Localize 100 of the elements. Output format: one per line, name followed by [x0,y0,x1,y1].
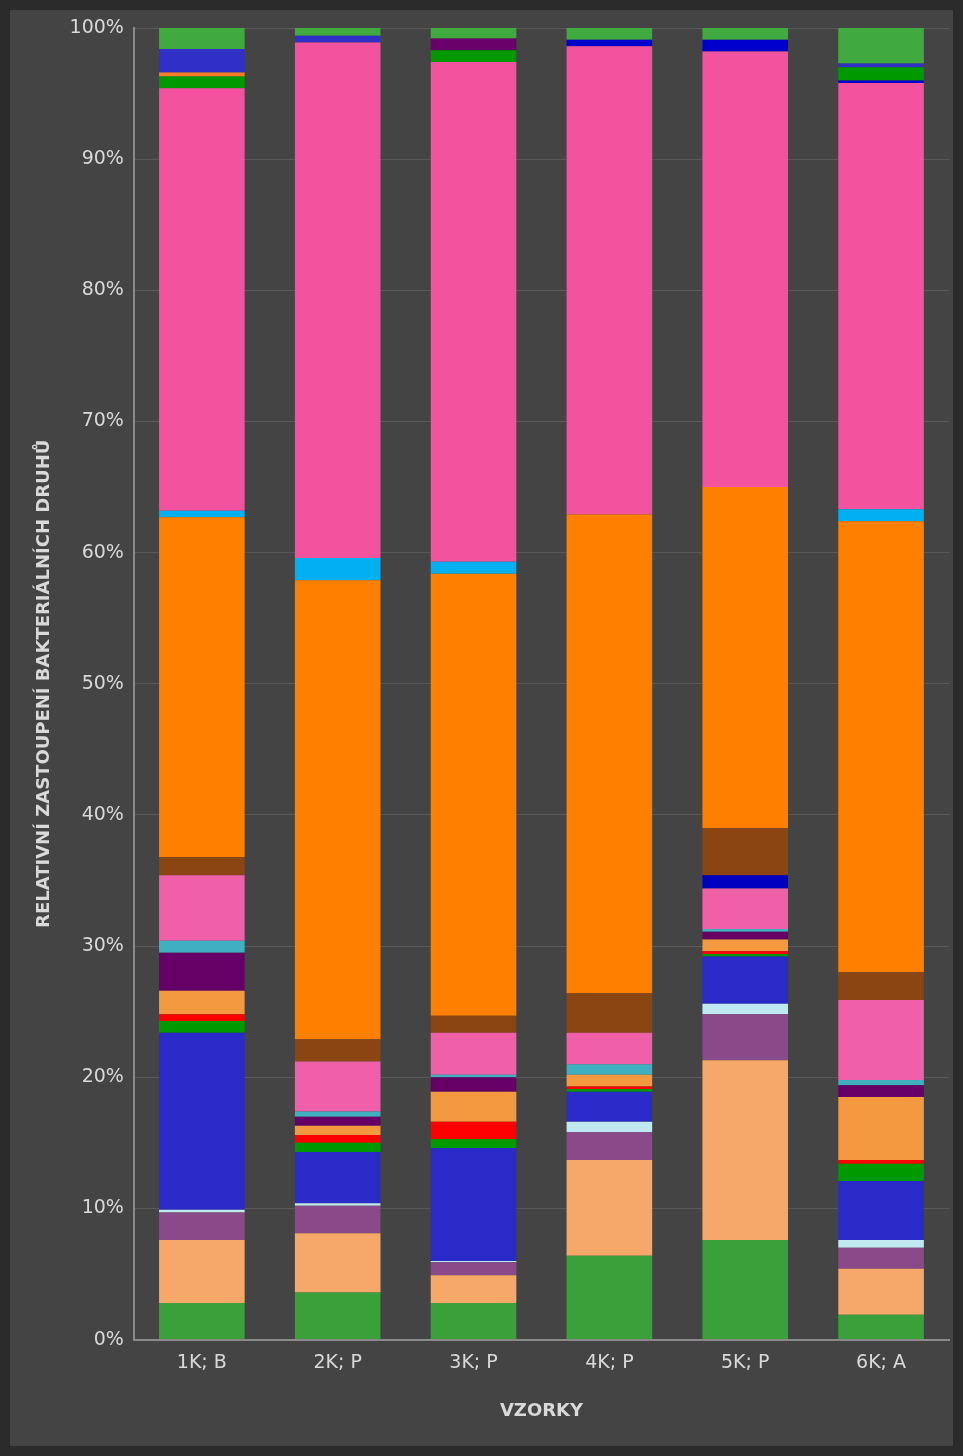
bar [430,1138,517,1149]
y-tick-label: 20% [81,1064,124,1087]
y-tick-label: 50% [81,670,124,693]
bar [159,1302,245,1340]
bar [566,39,653,47]
bar [702,1014,789,1061]
bar [159,48,245,73]
bar [702,931,789,940]
bar [430,1148,517,1261]
bar [430,561,517,574]
bar [294,1039,381,1062]
bar [159,875,245,941]
bar [294,1125,381,1135]
bar [702,875,789,889]
bar [294,42,381,558]
bar [702,39,789,52]
bar [566,1032,653,1065]
bar [294,1061,381,1112]
bar [566,1064,653,1075]
bar [294,28,381,36]
bar [159,856,245,876]
bar [159,1032,245,1210]
bar [838,83,924,510]
bar [430,1302,517,1340]
bar [430,38,517,51]
bar [430,50,517,63]
bar [702,51,789,488]
bar [838,1180,924,1240]
bar [430,1015,517,1033]
bar [566,1159,653,1256]
bar [430,1262,517,1276]
x-tick-label: 2K; P [313,1349,362,1372]
bar [159,1239,245,1303]
y-tick-label: 30% [81,933,124,956]
bar [566,46,653,515]
bar [838,1239,924,1248]
bar [430,1077,517,1092]
x-axis-title: VZORKY [499,1398,584,1420]
bar [294,557,381,581]
bar [294,1205,381,1234]
bar [430,1121,517,1139]
bar [430,62,517,562]
bar [838,28,924,64]
bar [159,28,245,49]
y-tick-label: 100% [69,14,124,37]
bar [159,1212,245,1240]
y-tick-label: 80% [81,277,124,300]
bar [159,72,245,77]
bar [294,1292,381,1340]
bar [566,28,653,40]
bar [702,28,789,40]
x-tick-label: 3K; P [449,1349,498,1372]
bar [294,1203,381,1206]
bar [838,67,924,81]
bar [838,63,924,68]
y-tick-label: 70% [81,408,124,431]
bar [159,1014,245,1021]
bar [838,972,924,1000]
bar [159,88,245,511]
y-tick-label: 60% [81,539,124,562]
bar [702,929,789,932]
bar [430,573,517,1016]
y-tick-label: 10% [81,1195,124,1218]
bar [702,1060,789,1240]
x-tick-label: 5K; P [721,1349,770,1372]
bar [430,1032,517,1075]
bar [294,580,381,1040]
x-tick-label: 4K; P [585,1349,634,1372]
y-axis-title: RELATIVNÍ ZASTOUPENÍ BAKTERIÁLNÍCH DRUHŮ [31,439,54,928]
bar [294,1116,381,1126]
y-tick-label: 90% [81,146,124,169]
y-tick-label: 40% [81,801,124,824]
bar [294,1111,381,1117]
x-tick-label: 1K; B [176,1349,227,1372]
bar [838,1159,924,1164]
bar [838,1096,924,1160]
x-tick-label: 6K; A [856,1349,907,1372]
bar [838,1247,924,1269]
bar [566,1121,653,1133]
bar [566,1132,653,1160]
bar [159,952,245,991]
bar [838,1163,924,1181]
bar [702,828,789,876]
bar [702,487,789,829]
bar [702,939,789,952]
bar [838,509,924,522]
bar [566,1074,653,1087]
bar [294,1134,381,1143]
bar [838,999,924,1080]
bar [838,1314,924,1340]
bar [159,1020,245,1033]
bar [566,1091,653,1122]
bar [430,1091,517,1122]
bar [430,1275,517,1303]
bar [838,1268,924,1315]
bar [294,1152,381,1204]
bar [702,1239,789,1340]
bar [838,1085,924,1097]
bar [566,993,653,1033]
bar [838,521,924,973]
